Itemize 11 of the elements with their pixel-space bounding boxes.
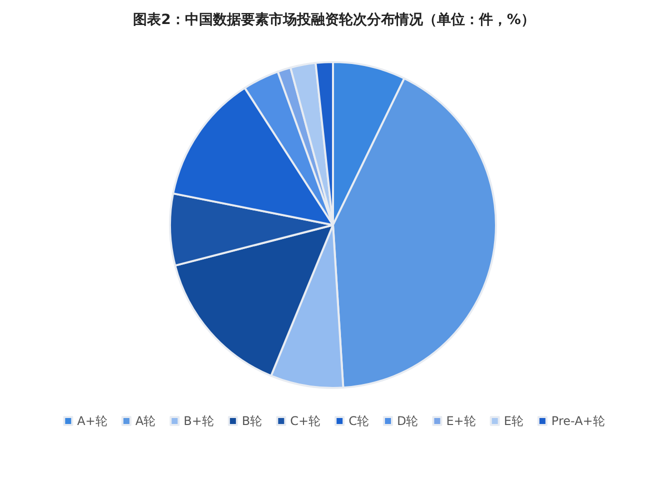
- legend-label: B轮: [242, 414, 262, 428]
- legend-label: A+轮: [77, 414, 108, 428]
- legend-label: A轮: [135, 414, 156, 428]
- chart-title: 图表2：中国数据要素市场投融资轮次分布情况（单位：件，%）: [133, 11, 535, 28]
- legend-label: E+轮: [446, 414, 476, 428]
- legend-label: E轮: [504, 414, 524, 428]
- legend-label: C轮: [348, 414, 369, 428]
- legend-label: C+轮: [290, 414, 321, 428]
- legend-label: Pre-A+轮: [551, 414, 605, 428]
- legend-label: D轮: [396, 414, 418, 428]
- legend-label: B+轮: [184, 414, 214, 428]
